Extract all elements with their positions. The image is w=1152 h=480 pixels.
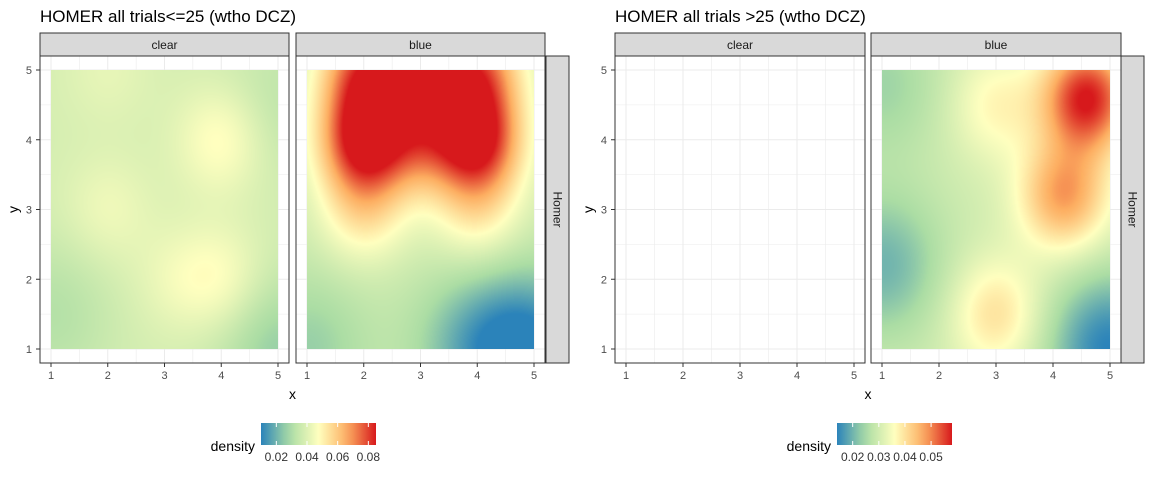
x-tick-label: 5 (275, 370, 281, 382)
x-tick-label: 4 (1050, 370, 1056, 382)
row-strip (545, 55, 570, 364)
x-tick-label: 2 (680, 370, 686, 382)
chart-group-2: HOMER all trials >25 (wtho DCZ) clear 1 2 3 4… (580, 7, 1145, 464)
y-tick-label: 1 (26, 344, 32, 356)
facet-strip-label: blue (409, 38, 432, 52)
y-axis-title: y (5, 206, 21, 213)
x-tick-label: 4 (474, 370, 480, 382)
x-tick-label: 1 (304, 370, 310, 382)
x-tick-label: 4 (218, 370, 224, 382)
x-axis-title: x (865, 386, 872, 402)
y-tick-label: 4 (26, 135, 32, 147)
x-tick-label: 2 (361, 370, 367, 382)
y-axis-title: y (580, 206, 596, 213)
x-tick-label: 1 (623, 370, 629, 382)
x-tick-label: 3 (417, 370, 423, 382)
facet-panel-clear: clear 1 2 3 4 5 1 2 3 4 5 (26, 32, 290, 382)
legend-tick-label: 0.08 (357, 450, 381, 464)
density-raster (307, 70, 534, 349)
legend-title: density (211, 438, 255, 454)
legend-tick-label: 0.04 (893, 450, 917, 464)
facet-strip-label: clear (727, 38, 753, 52)
legend-tick-label: 0.05 (919, 450, 943, 464)
chart-title: HOMER all trials >25 (wtho DCZ) (615, 7, 866, 26)
row-strip (1120, 55, 1145, 364)
y-tick-label: 5 (26, 65, 32, 77)
x-tick-label: 5 (851, 370, 857, 382)
x-tick-label: 4 (794, 370, 800, 382)
x-tick-label: 2 (105, 370, 111, 382)
x-tick-label: 3 (737, 370, 743, 382)
y-tick-label: 4 (601, 135, 607, 147)
legend-colorbar (261, 423, 376, 445)
legend-tick-label: 0.02 (841, 450, 865, 464)
chart-group-1: HOMER all trials<=25 (wtho DCZ) clear 1 2 3 4… (5, 7, 570, 464)
y-tick-label: 2 (601, 274, 607, 286)
x-tick-label: 2 (936, 370, 942, 382)
legend-tick-label: 0.04 (295, 450, 319, 464)
facet-panel-blue: blue 1 2 3 4 5 (295, 32, 546, 382)
facet-strip-label: clear (151, 38, 177, 52)
facet-panel-blue: blue 1 2 3 4 5 (870, 32, 1122, 382)
x-tick-label: 1 (879, 370, 885, 382)
legend-tick-label: 0.06 (326, 450, 350, 464)
x-tick-label: 3 (161, 370, 167, 382)
chart-title: HOMER all trials<=25 (wtho DCZ) (40, 7, 296, 26)
x-tick-label: 1 (48, 370, 54, 382)
x-tick-label: 5 (531, 370, 537, 382)
y-tick-label: 3 (601, 205, 607, 217)
y-tick-label: 1 (601, 344, 607, 356)
y-tick-label: 5 (601, 65, 607, 77)
y-tick-label: 3 (26, 205, 32, 217)
legend-tick-label: 0.02 (265, 450, 289, 464)
density-raster (51, 70, 278, 349)
x-tick-label: 3 (993, 370, 999, 382)
row-strip-label: Homer (551, 191, 565, 227)
x-axis-title: x (289, 386, 296, 402)
row-strip-label: Homer (1126, 191, 1140, 227)
legend-tick-label: 0.03 (867, 450, 891, 464)
density-raster (882, 70, 1110, 349)
facet-panel-clear: clear 1 2 3 4 5 1 2 3 4 5 (601, 32, 866, 382)
y-tick-label: 2 (26, 274, 32, 286)
legend-title: density (787, 438, 831, 454)
facet-strip-label: blue (985, 38, 1008, 52)
x-tick-label: 5 (1107, 370, 1113, 382)
legend-colorbar (837, 423, 952, 445)
